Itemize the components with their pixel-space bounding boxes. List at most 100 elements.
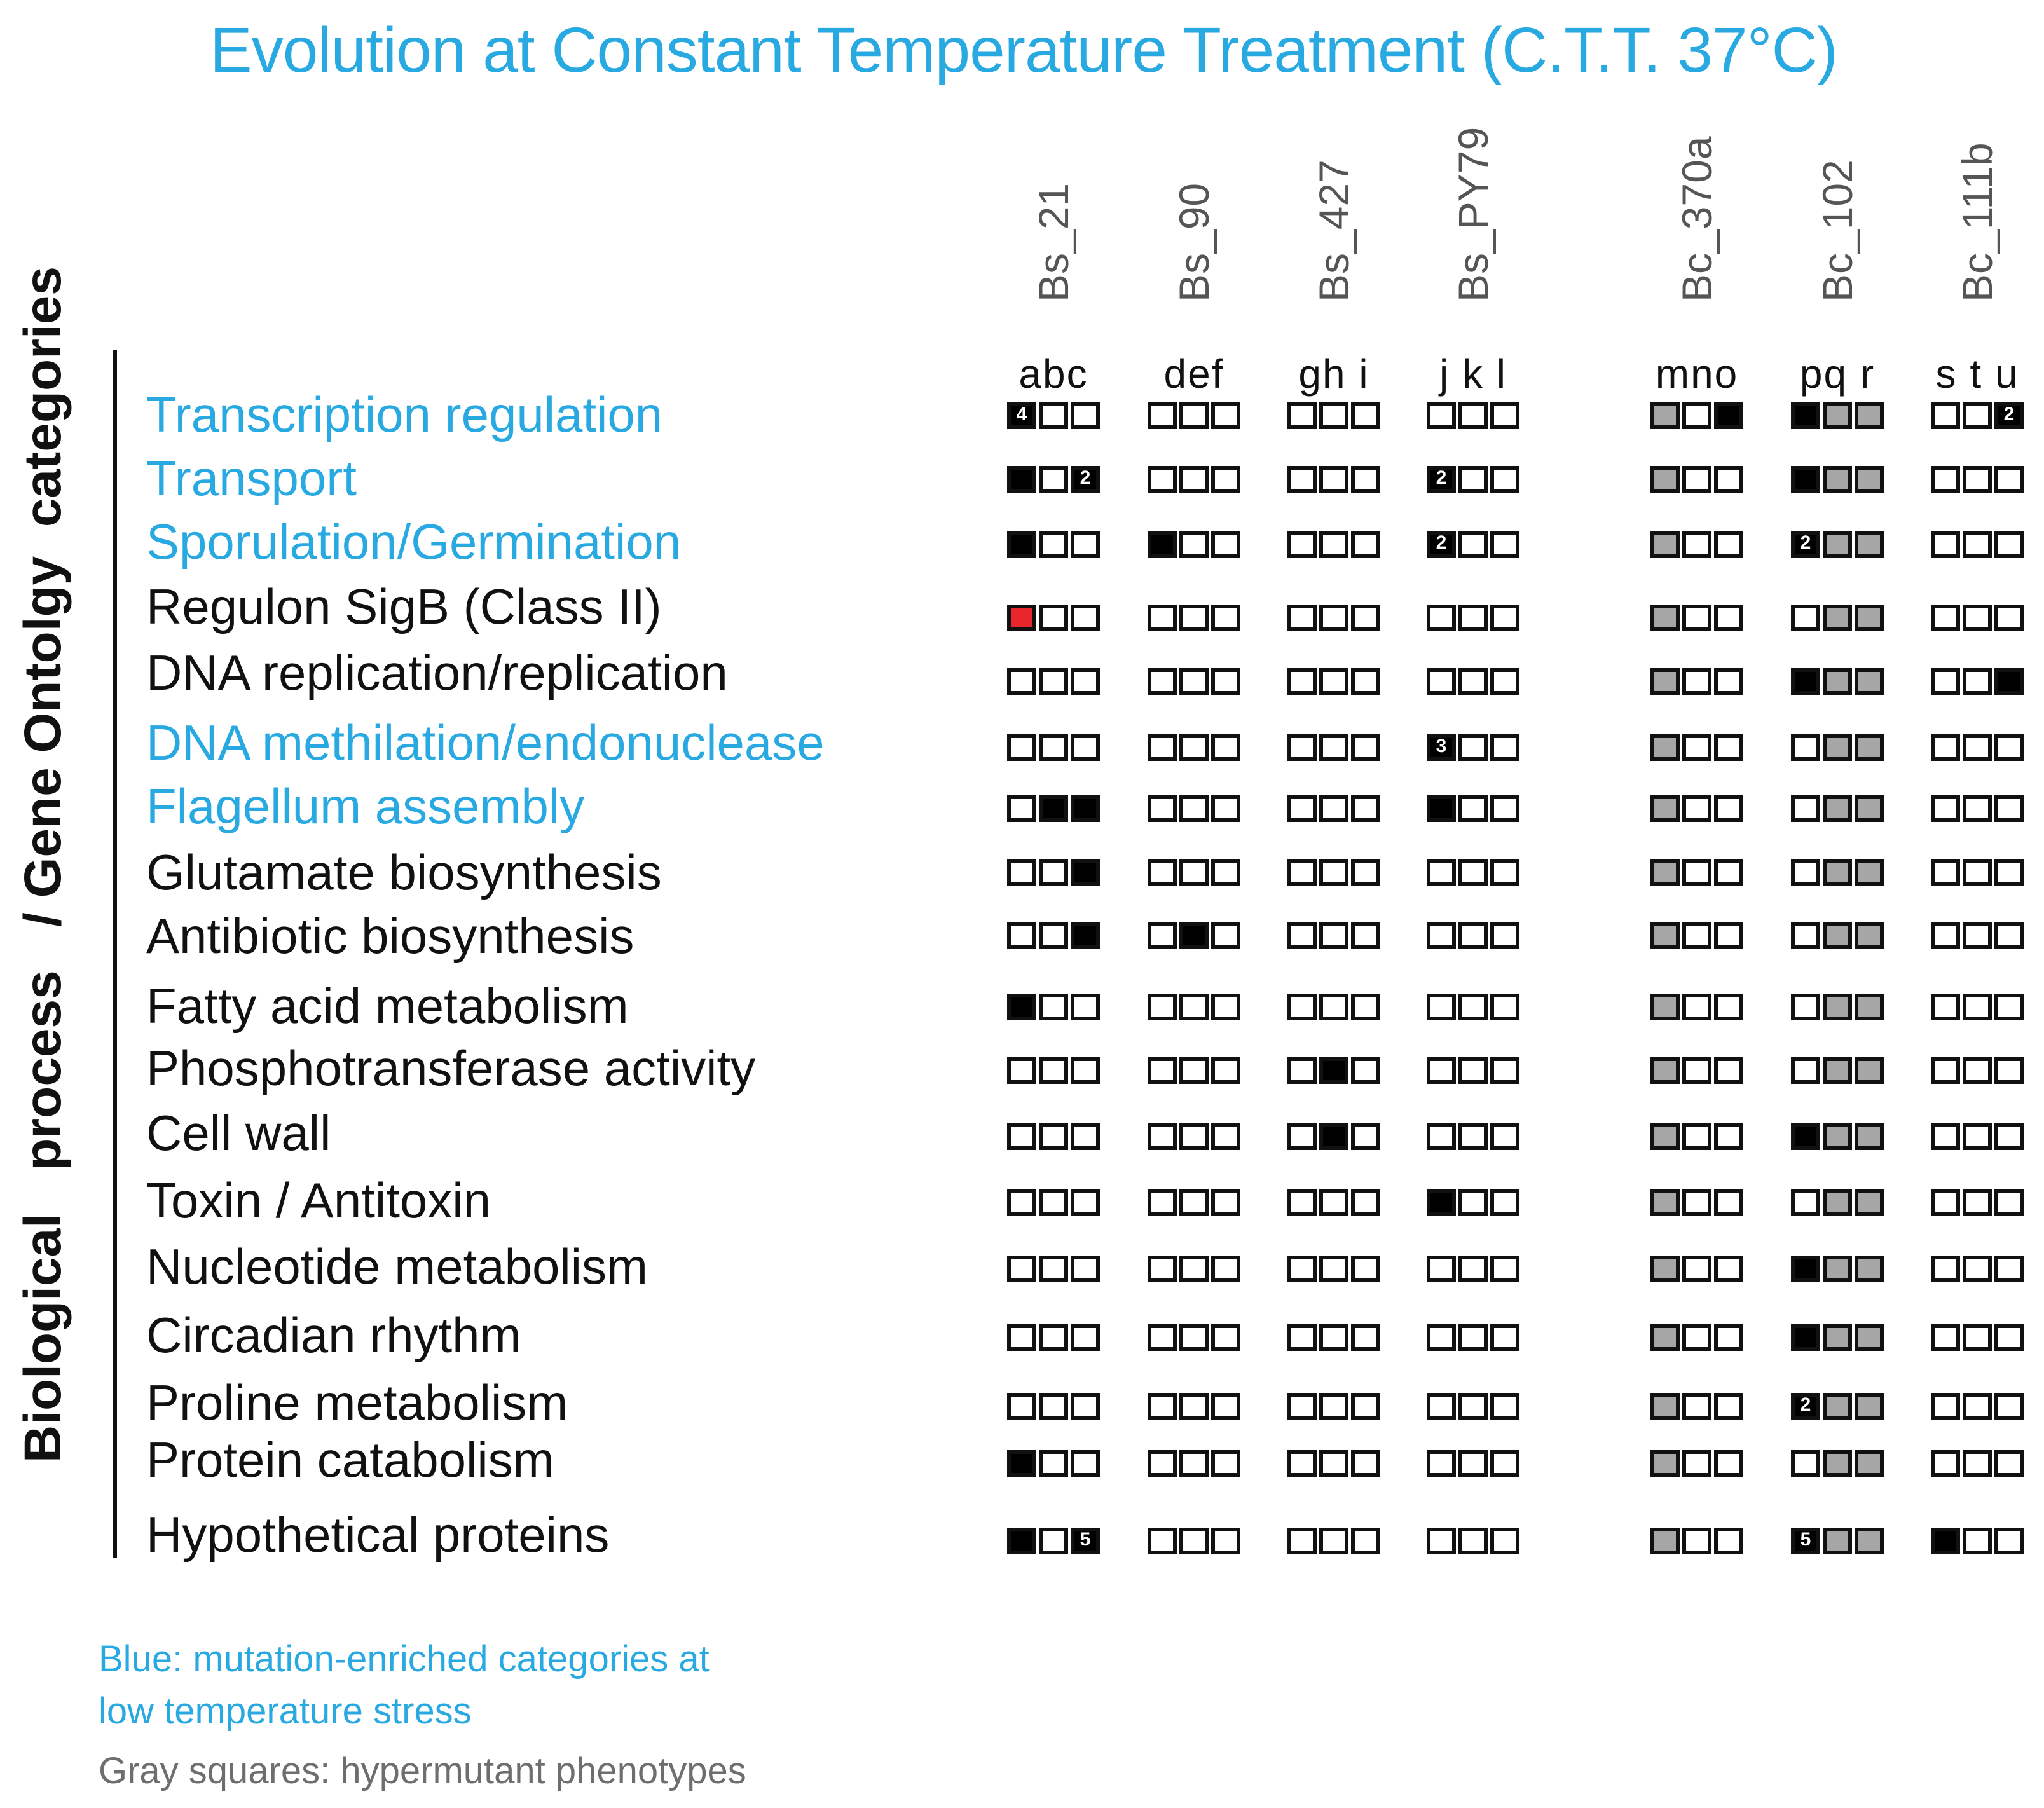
mutation-cell bbox=[1148, 1189, 1177, 1216]
mutation-cell bbox=[1823, 1528, 1852, 1554]
mutation-cell bbox=[1931, 1324, 1960, 1351]
mutation-cell bbox=[1071, 402, 1100, 429]
strain-name: Bs_PY79 bbox=[1450, 127, 1497, 302]
mutation-cell bbox=[1650, 994, 1680, 1020]
mutation-cell bbox=[1650, 1189, 1680, 1216]
mutation-cell bbox=[1963, 1450, 1992, 1477]
mutation-cell bbox=[1427, 1256, 1456, 1282]
mutation-cell bbox=[1351, 859, 1380, 886]
mutation-cell bbox=[1855, 1057, 1884, 1084]
mutation-cell bbox=[1211, 1450, 1240, 1477]
mutation-cell bbox=[1714, 531, 1743, 558]
mutation-cell bbox=[1427, 922, 1456, 949]
category-label: Antibiotic biosynthesis bbox=[146, 908, 634, 964]
mutation-cell bbox=[1351, 1189, 1380, 1216]
mutation-cell bbox=[1211, 1189, 1240, 1216]
mutation-cell bbox=[1287, 1123, 1317, 1150]
mutation-cell bbox=[1994, 531, 2024, 558]
mutation-cell bbox=[1351, 402, 1380, 429]
mutation-cell bbox=[1490, 466, 1519, 493]
mutation-cell bbox=[1714, 402, 1743, 429]
mutation-cell bbox=[1039, 1324, 1068, 1351]
mutation-cell bbox=[1994, 1057, 2024, 1084]
mutation-cell bbox=[1855, 859, 1884, 886]
mutation-count: 2 bbox=[1800, 1394, 1811, 1415]
mutation-cell bbox=[1963, 1189, 1992, 1216]
mutation-cell bbox=[1039, 994, 1068, 1020]
mutation-cell bbox=[1287, 1057, 1317, 1084]
mutation-cell bbox=[1855, 994, 1884, 1020]
mutation-cell bbox=[1931, 668, 1960, 695]
strain-name: Bs_427 bbox=[1310, 160, 1357, 302]
mutation-cell bbox=[1458, 531, 1488, 558]
mutation-cell bbox=[1071, 1256, 1100, 1282]
mutation-cell bbox=[1490, 1189, 1519, 1216]
mutation-cell bbox=[1994, 1256, 2024, 1282]
mutation-cell bbox=[1287, 734, 1317, 761]
mutation-cell bbox=[1148, 1057, 1177, 1084]
mutation-cell bbox=[1039, 1450, 1068, 1477]
mutation-cell bbox=[1855, 531, 1884, 558]
mutation-cell: 2 bbox=[1071, 466, 1100, 493]
mutation-cell bbox=[1963, 1528, 1992, 1554]
mutation-cell bbox=[1490, 1393, 1519, 1420]
mutation-cell bbox=[1682, 734, 1711, 761]
mutation-cell bbox=[1039, 402, 1068, 429]
strain-name: Bs_21 bbox=[1030, 182, 1077, 302]
mutation-cell bbox=[1351, 668, 1380, 695]
mutation-cell bbox=[1682, 994, 1711, 1020]
mutation-cell bbox=[1007, 994, 1036, 1020]
mutation-cell bbox=[1319, 1450, 1348, 1477]
mutation-cell bbox=[1007, 1528, 1036, 1554]
mutation-cell bbox=[1287, 402, 1317, 429]
mutation-cell bbox=[1490, 668, 1519, 695]
category-label: DNA replication/replication bbox=[146, 645, 728, 701]
mutation-cell bbox=[1682, 795, 1711, 822]
mutation-cell bbox=[1714, 994, 1743, 1020]
mutation-cell bbox=[1650, 1528, 1680, 1554]
category-label: Proline metabolism bbox=[146, 1374, 568, 1430]
mutation-cell bbox=[1490, 859, 1519, 886]
mutation-cell bbox=[1319, 466, 1348, 493]
mutation-cell bbox=[1319, 1189, 1348, 1216]
mutation-cell bbox=[1791, 1450, 1820, 1477]
replicate-letters: pq r bbox=[1799, 351, 1876, 397]
mutation-cell bbox=[1714, 1256, 1743, 1282]
mutation-cell bbox=[1179, 402, 1209, 429]
mutation-cell bbox=[1458, 668, 1488, 695]
mutation-cell bbox=[1039, 466, 1068, 493]
mutation-cell bbox=[1351, 795, 1380, 822]
mutation-cell bbox=[1287, 1324, 1317, 1351]
mutation-cell bbox=[1287, 668, 1317, 695]
mutation-cell bbox=[1855, 605, 1884, 631]
mutation-count: 2 bbox=[1436, 467, 1447, 488]
mutation-cell bbox=[1682, 466, 1711, 493]
mutation-cell bbox=[1351, 1324, 1380, 1351]
mutation-cell bbox=[1963, 922, 1992, 949]
mutation-cell bbox=[1287, 531, 1317, 558]
mutation-cell bbox=[1714, 922, 1743, 949]
mutation-cell bbox=[1039, 668, 1068, 695]
mutation-cell bbox=[1179, 605, 1209, 631]
mutation-cell bbox=[1148, 1256, 1177, 1282]
mutation-cell bbox=[1963, 1123, 1992, 1150]
category-label: Glutamate biosynthesis bbox=[146, 844, 662, 900]
mutation-cell bbox=[1287, 859, 1317, 886]
mutation-cell bbox=[1931, 402, 1960, 429]
mutation-cell bbox=[1211, 531, 1240, 558]
mutation-cell bbox=[1179, 859, 1209, 886]
mutation-cell bbox=[1714, 1528, 1743, 1554]
mutation-cell bbox=[1351, 734, 1380, 761]
mutation-cell bbox=[1855, 1123, 1884, 1150]
mutation-cell bbox=[1994, 1324, 2024, 1351]
mutation-cell bbox=[1211, 1324, 1240, 1351]
mutation-cell bbox=[1791, 1123, 1820, 1150]
mutation-cell bbox=[1490, 1324, 1519, 1351]
mutation-cell bbox=[1319, 1393, 1348, 1420]
mutation-cell bbox=[1791, 668, 1820, 695]
mutation-cell bbox=[1791, 795, 1820, 822]
mutation-cell bbox=[1351, 1528, 1380, 1554]
mutation-cell bbox=[1039, 1256, 1068, 1282]
mutation-cell bbox=[1458, 734, 1488, 761]
mutation-cell bbox=[1791, 402, 1820, 429]
